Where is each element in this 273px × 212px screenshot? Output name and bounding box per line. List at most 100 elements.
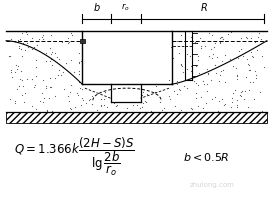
Point <box>189 106 193 109</box>
Point <box>253 70 257 73</box>
Point <box>157 100 162 103</box>
Point <box>177 88 182 91</box>
Point <box>99 103 103 107</box>
Point <box>252 98 257 101</box>
Point <box>48 46 52 50</box>
Point <box>52 95 57 98</box>
Point <box>44 84 49 88</box>
Point <box>213 95 217 99</box>
Point <box>17 46 21 49</box>
Point <box>210 56 215 60</box>
Point <box>184 68 189 71</box>
Point <box>235 105 239 109</box>
Point <box>90 95 94 98</box>
Point <box>25 77 29 81</box>
Point <box>221 38 225 41</box>
Point <box>173 104 177 108</box>
Point <box>201 106 205 110</box>
Point <box>140 106 145 109</box>
Point <box>78 59 83 62</box>
Point <box>8 97 13 101</box>
Point <box>262 66 266 69</box>
Point <box>247 68 251 72</box>
Point <box>234 66 238 70</box>
Point <box>140 93 144 97</box>
Point <box>20 54 25 57</box>
Point <box>251 80 255 84</box>
Point <box>78 86 82 90</box>
Point <box>23 31 28 34</box>
Point <box>206 71 210 74</box>
Point <box>235 74 240 77</box>
Point <box>61 71 66 74</box>
Point <box>223 53 227 57</box>
Point <box>48 76 52 80</box>
Point <box>248 69 253 72</box>
Point <box>229 31 234 34</box>
Point <box>220 35 224 39</box>
Point <box>33 84 37 87</box>
Point <box>206 31 211 35</box>
Point <box>56 73 60 77</box>
Point <box>197 72 201 75</box>
Bar <box>6 112 267 123</box>
Point <box>181 71 185 74</box>
Point <box>215 56 219 59</box>
Point <box>67 100 71 103</box>
Point <box>203 44 207 47</box>
Point <box>223 103 228 106</box>
Point <box>182 84 186 87</box>
Point <box>190 42 195 45</box>
Point <box>194 97 198 100</box>
Point <box>239 36 243 39</box>
Point <box>49 33 53 36</box>
Point <box>209 78 213 82</box>
Point <box>57 57 61 61</box>
Point <box>235 104 239 107</box>
Point <box>196 84 200 87</box>
Point <box>41 97 46 100</box>
Point <box>50 50 54 53</box>
Point <box>87 97 92 101</box>
Point <box>40 100 45 104</box>
Point <box>247 63 251 67</box>
Point <box>178 33 183 37</box>
Point <box>45 109 49 112</box>
Point <box>235 77 239 80</box>
Point <box>30 36 34 39</box>
Point <box>253 40 257 43</box>
Point <box>175 80 179 83</box>
Point <box>70 34 74 37</box>
Point <box>172 89 176 93</box>
Point <box>225 32 230 36</box>
Point <box>250 54 254 57</box>
Point <box>248 80 252 84</box>
Point <box>201 80 205 83</box>
Point <box>207 54 212 57</box>
Point <box>230 64 235 67</box>
Point <box>244 35 248 39</box>
Point <box>61 66 65 69</box>
Point <box>217 79 221 82</box>
Point <box>196 104 200 107</box>
Point <box>20 94 24 97</box>
Point <box>14 63 18 66</box>
Point <box>179 62 183 66</box>
Point <box>101 98 106 101</box>
Point <box>32 86 36 89</box>
Point <box>72 70 76 74</box>
Point <box>49 85 53 89</box>
Point <box>140 90 145 94</box>
Point <box>20 78 25 82</box>
Bar <box>80 39 85 43</box>
Point <box>36 39 41 42</box>
Point <box>170 60 174 63</box>
Point <box>26 45 31 49</box>
Point <box>196 58 200 61</box>
Point <box>219 69 223 72</box>
Point <box>245 63 250 66</box>
Point <box>79 59 84 62</box>
Point <box>190 107 195 111</box>
Point <box>77 52 82 55</box>
Point <box>77 73 81 76</box>
